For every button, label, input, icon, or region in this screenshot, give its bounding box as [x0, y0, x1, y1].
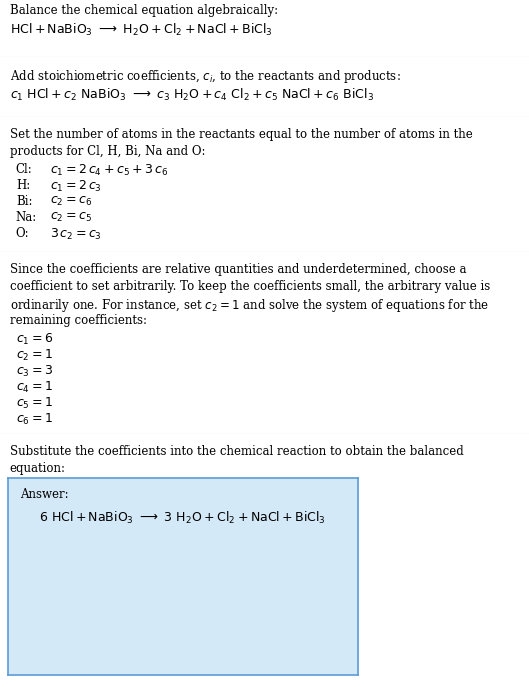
- Text: $c_2 = c_6$: $c_2 = c_6$: [50, 195, 92, 208]
- Text: $3\,c_2 = c_3$: $3\,c_2 = c_3$: [50, 227, 102, 242]
- Text: Balance the chemical equation algebraically:: Balance the chemical equation algebraica…: [10, 4, 278, 17]
- Text: $c_2 = 1$: $c_2 = 1$: [16, 348, 53, 363]
- Text: $c_1 = 6$: $c_1 = 6$: [16, 332, 53, 347]
- Text: $c_6 = 1$: $c_6 = 1$: [16, 412, 53, 427]
- Text: $c_1\ \mathrm{HCl} + c_2\ \mathrm{NaBiO_3} \ \longrightarrow \ c_3\ \mathrm{H_2O: $c_1\ \mathrm{HCl} + c_2\ \mathrm{NaBiO_…: [10, 87, 373, 103]
- Text: Cl:: Cl:: [16, 163, 33, 176]
- Text: $c_3 = 3$: $c_3 = 3$: [16, 364, 53, 379]
- Text: equation:: equation:: [10, 462, 66, 475]
- Text: $c_2 = c_5$: $c_2 = c_5$: [50, 211, 92, 224]
- Text: coefficient to set arbitrarily. To keep the coefficients small, the arbitrary va: coefficient to set arbitrarily. To keep …: [10, 280, 490, 293]
- Text: $\mathrm{HCl} + \mathrm{NaBiO_3} \ \longrightarrow \ \mathrm{H_2O} + \mathrm{Cl_: $\mathrm{HCl} + \mathrm{NaBiO_3} \ \long…: [10, 22, 272, 38]
- Text: $c_4 = 1$: $c_4 = 1$: [16, 380, 53, 395]
- Text: ordinarily one. For instance, set $c_2 = 1$ and solve the system of equations fo: ordinarily one. For instance, set $c_2 =…: [10, 297, 489, 314]
- Text: Set the number of atoms in the reactants equal to the number of atoms in the: Set the number of atoms in the reactants…: [10, 128, 472, 141]
- Text: O:: O:: [16, 227, 30, 240]
- Text: remaining coefficients:: remaining coefficients:: [10, 314, 147, 327]
- Text: Substitute the coefficients into the chemical reaction to obtain the balanced: Substitute the coefficients into the che…: [10, 445, 463, 458]
- Text: $6\ \mathrm{HCl} + \mathrm{NaBiO_3} \ \longrightarrow \ 3\ \mathrm{H_2O} + \math: $6\ \mathrm{HCl} + \mathrm{NaBiO_3} \ \l…: [39, 510, 325, 526]
- Text: Na:: Na:: [16, 211, 37, 224]
- Text: Add stoichiometric coefficients, $c_i$, to the reactants and products:: Add stoichiometric coefficients, $c_i$, …: [10, 68, 400, 85]
- Text: products for Cl, H, Bi, Na and O:: products for Cl, H, Bi, Na and O:: [10, 145, 205, 158]
- Text: Answer:: Answer:: [20, 488, 69, 501]
- Text: $c_5 = 1$: $c_5 = 1$: [16, 396, 53, 411]
- Text: Bi:: Bi:: [16, 195, 32, 208]
- Text: H:: H:: [16, 179, 30, 192]
- Text: $c_1 = 2\,c_3$: $c_1 = 2\,c_3$: [50, 179, 102, 194]
- Text: Since the coefficients are relative quantities and underdetermined, choose a: Since the coefficients are relative quan…: [10, 263, 466, 276]
- Text: $c_1 = 2\,c_4 + c_5 + 3\,c_6$: $c_1 = 2\,c_4 + c_5 + 3\,c_6$: [50, 163, 169, 178]
